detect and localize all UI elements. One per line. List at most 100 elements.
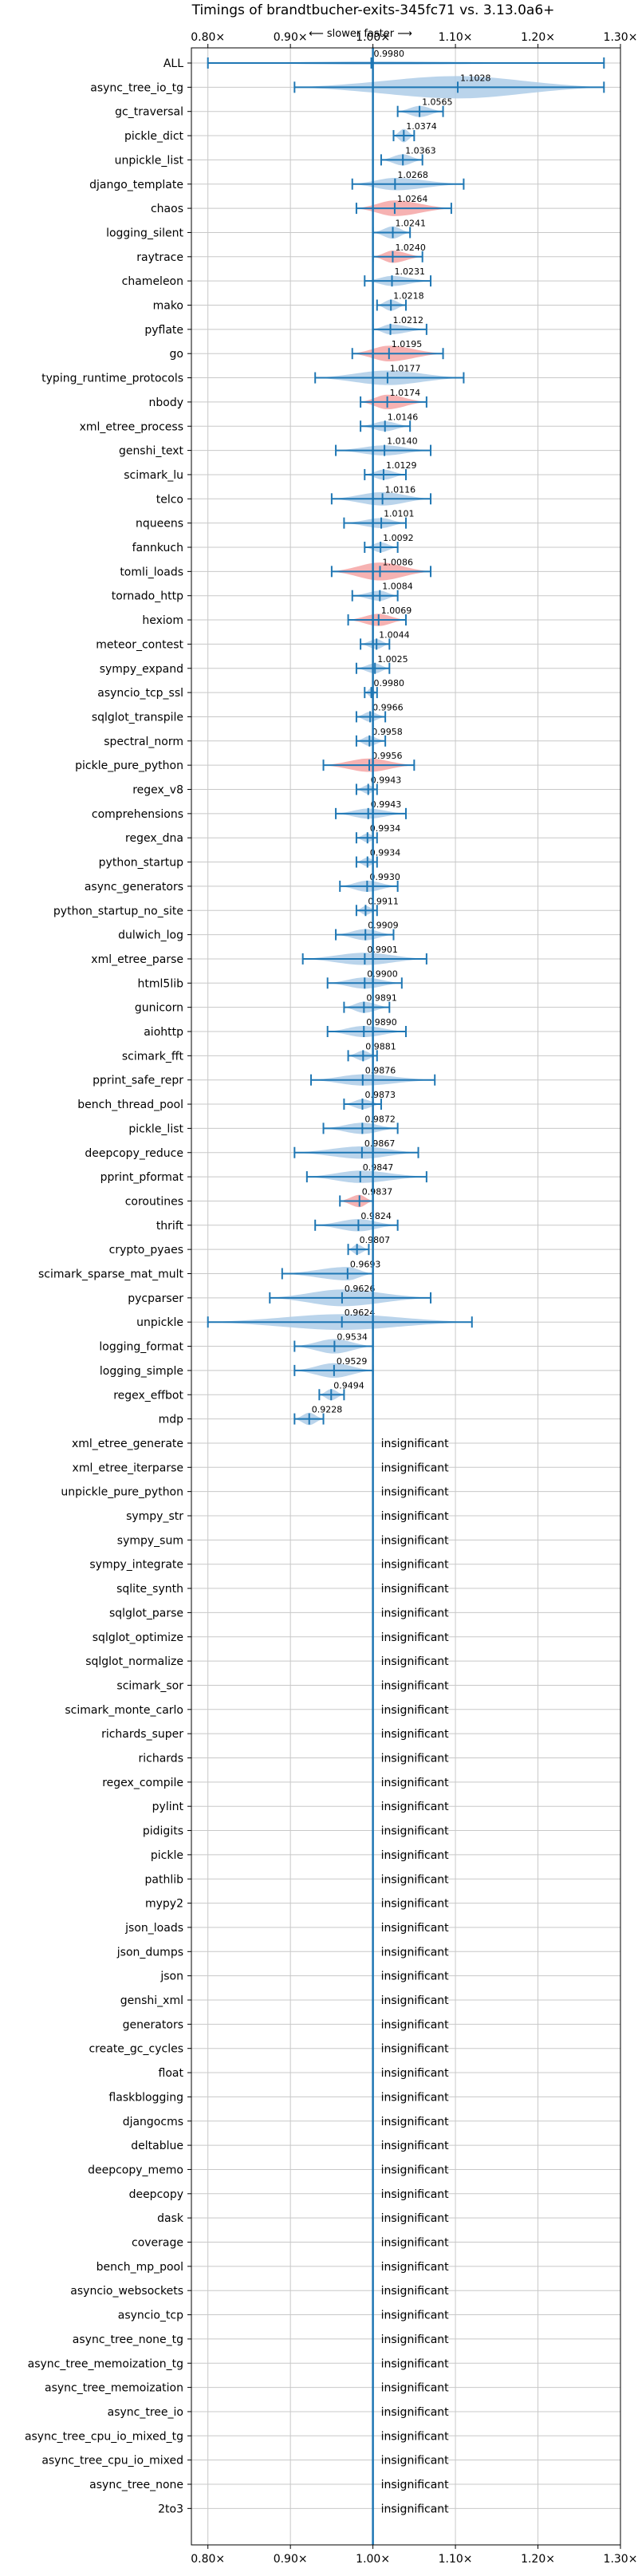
value-label: 0.9901 — [367, 945, 398, 955]
benchmark-name: scimark_fft — [122, 1050, 184, 1063]
x-axis-ticks: 0.80× 0.80× 0.90× 0.90× 1.00× 1.00× 1.10× 1.10×… — [191, 31, 637, 2566]
value-label: 0.9867 — [364, 1138, 396, 1149]
value-label: 0.9847 — [363, 1162, 394, 1173]
insignificant-label: insignificant — [381, 2116, 450, 2128]
benchmark-name: go — [170, 348, 183, 361]
insignificant-label: insignificant — [381, 1849, 450, 1862]
benchmark-row: xml_etree_iterparse insignificant — [73, 1462, 620, 1474]
benchmark-row: async_tree_io_tg 1.1028 — [90, 73, 620, 99]
insignificant-label: insignificant — [381, 2357, 450, 2370]
insignificant-label: insignificant — [381, 2310, 450, 2322]
insignificant-label: insignificant — [381, 1825, 450, 1838]
benchmark-row: aiohttp 0.9890 — [144, 1017, 620, 1039]
benchmark-name: async_tree_memoization — [45, 2382, 183, 2395]
benchmark-name: flaskblogging — [108, 2091, 183, 2104]
insignificant-label: insignificant — [381, 1559, 450, 1572]
benchmark-name: gunicorn — [135, 1002, 183, 1015]
benchmark-row: coroutines 0.9837 — [125, 1186, 620, 1208]
x-tick-label-bottom: 0.90× — [274, 2553, 308, 2566]
benchmark-name: async_generators — [85, 881, 183, 894]
benchmark-row: regex_v8 0.9943 — [132, 775, 620, 797]
benchmark-name: sqlite_synth — [116, 1583, 183, 1596]
benchmark-name: generators — [123, 2018, 183, 2031]
chart-title: Timings of brandtbucher-exits-345fc71 vs… — [191, 2, 555, 18]
benchmark-row: deepcopy_memo insignificant — [88, 2164, 620, 2176]
benchmark-name: deltablue — [131, 2140, 183, 2152]
benchmark-name: async_tree_cpu_io_mixed — [41, 2455, 183, 2468]
benchmark-name: pickle — [151, 1849, 183, 1862]
benchmark-row: deepcopy insignificant — [129, 2188, 620, 2201]
x-tick-label-bottom: 1.20× — [521, 2553, 555, 2566]
value-label: 0.9958 — [372, 727, 403, 737]
benchmark-row: scimark_fft 0.9881 — [122, 1041, 620, 1063]
value-label: 1.0092 — [383, 533, 414, 543]
benchmark-row: async_tree_cpu_io_mixed insignificant — [41, 2455, 620, 2468]
benchmark-row: pprint_pformat 0.9847 — [100, 1162, 620, 1184]
value-label: 0.9900 — [367, 968, 398, 979]
value-label: 0.9837 — [362, 1186, 393, 1197]
insignificant-label: insignificant — [381, 1486, 450, 1499]
benchmark-name: crypto_pyaes — [109, 1244, 183, 1256]
benchmark-name: unpickle_list — [115, 154, 184, 167]
benchmark-name: dask — [157, 2212, 184, 2225]
benchmark-name: djangocms — [123, 2116, 183, 2128]
benchmark-name: nbody — [149, 396, 184, 409]
benchmark-name: coverage — [132, 2237, 183, 2250]
value-label: 1.0268 — [397, 170, 428, 180]
benchmark-row: coverage insignificant — [132, 2237, 620, 2250]
benchmark-row: sqlglot_parse insignificant — [109, 1607, 620, 1619]
benchmark-name: richards — [139, 1753, 184, 1765]
benchmark-row: logging_simple 0.9529 — [100, 1356, 620, 1378]
value-label: 1.0069 — [381, 606, 412, 616]
x-tick-label-top: 1.20× — [521, 31, 555, 44]
x-tick-label-top: 0.80× — [191, 31, 225, 44]
benchmark-row: unpickle_list 1.0363 — [115, 145, 620, 167]
value-label: 1.0218 — [393, 291, 424, 302]
benchmark-row: scimark_monte_carlo insignificant — [65, 1704, 620, 1717]
insignificant-label: insignificant — [381, 2067, 450, 2080]
benchmark-name: sqlglot_normalize — [85, 1655, 183, 1668]
insignificant-label: insignificant — [381, 1462, 450, 1474]
benchmark-name: sympy_str — [126, 1510, 183, 1523]
benchmark-name: aiohttp — [144, 1026, 183, 1039]
insignificant-label: insignificant — [381, 1534, 450, 1547]
benchmark-name: meteor_contest — [96, 638, 183, 651]
benchmark-row: sqlglot_transpile 0.9966 — [92, 702, 620, 724]
value-label: 1.0025 — [377, 654, 408, 665]
benchmark-name: pyflate — [144, 324, 183, 337]
benchmark-name: telco — [156, 493, 183, 506]
benchmark-row: pickle_list 0.9872 — [128, 1114, 620, 1135]
value-label: 1.1028 — [460, 73, 491, 83]
benchmark-name: tornado_http — [112, 590, 183, 603]
benchmark-row: genshi_xml insignificant — [120, 1994, 620, 2007]
benchmark-row: async_tree_none insignificant — [89, 2479, 620, 2491]
benchmark-name: pprint_safe_repr — [93, 1075, 183, 1087]
benchmark-row: asyncio_tcp insignificant — [118, 2310, 620, 2322]
x-tick-label-bottom: 1.10× — [439, 2553, 473, 2566]
benchmark-row: mako 1.0218 — [153, 291, 620, 313]
benchmark-row: python_startup_no_site 0.9911 — [53, 896, 620, 917]
benchmark-name: thrift — [156, 1220, 184, 1233]
benchmark-row: crypto_pyaes 0.9807 — [109, 1235, 620, 1256]
benchmark-name: sympy_sum — [117, 1534, 183, 1547]
benchmark-name: bench_mp_pool — [96, 2261, 183, 2274]
value-label: 1.0212 — [393, 315, 423, 325]
x-tick-label-bottom: 0.80× — [191, 2553, 225, 2566]
value-label: 0.9934 — [370, 848, 401, 858]
benchmark-row: bench_mp_pool insignificant — [96, 2261, 620, 2274]
benchmark-row: scimark_sor insignificant — [116, 1679, 620, 1692]
insignificant-label: insignificant — [381, 1777, 450, 1789]
insignificant-label: insignificant — [381, 1607, 450, 1619]
benchmark-name: mako — [153, 300, 183, 313]
benchmark-name: pycparser — [128, 1292, 183, 1305]
benchmark-name: pidigits — [143, 1825, 183, 1838]
benchmark-name: json_loads — [124, 1922, 183, 1935]
insignificant-label: insignificant — [381, 2382, 450, 2395]
insignificant-label: insignificant — [381, 2043, 450, 2056]
benchmark-row: go 1.0195 — [170, 339, 620, 361]
benchmark-row: raytrace 1.0240 — [136, 243, 620, 264]
value-label: 1.0565 — [422, 97, 453, 108]
benchmark-name: bench_thread_pool — [77, 1099, 183, 1111]
value-label: 0.9980 — [374, 678, 405, 688]
